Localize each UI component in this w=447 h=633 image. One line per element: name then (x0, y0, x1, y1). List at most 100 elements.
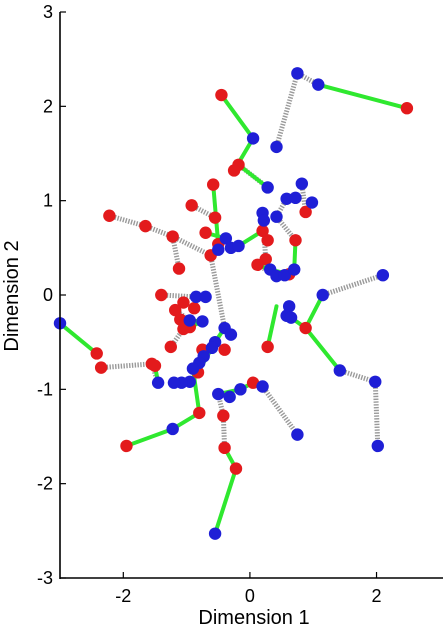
blue-point (270, 210, 283, 223)
red-point (400, 102, 414, 115)
red-point (261, 340, 274, 354)
blue-point (186, 362, 200, 375)
blue-point (305, 196, 319, 209)
blue-point (256, 380, 269, 393)
blue-point (223, 390, 236, 404)
dashed-link (208, 254, 228, 329)
red-point (261, 234, 274, 247)
blue-point (189, 290, 203, 304)
blue-point (166, 422, 179, 436)
blue-point (234, 383, 247, 396)
plot-background (60, 12, 443, 578)
blue-point (212, 387, 225, 401)
blue-point (219, 232, 233, 245)
y-tick-label: 3 (43, 2, 53, 22)
red-point (177, 296, 190, 309)
point-layer (53, 67, 414, 540)
red-point (155, 288, 168, 302)
blue-point (212, 243, 225, 256)
y-axis-title: Dimension 2 (1, 240, 23, 351)
y-tick-label: -2 (37, 474, 53, 494)
blue-point (208, 527, 222, 540)
y-tick-label: -3 (37, 568, 53, 588)
blue-point (261, 181, 274, 194)
red-point (164, 340, 177, 354)
blue-point (151, 376, 165, 389)
blue-point (224, 328, 238, 341)
red-point (90, 347, 103, 360)
red-point (208, 211, 222, 224)
red-point (172, 262, 186, 275)
blue-point (257, 214, 271, 227)
blue-point (371, 439, 384, 453)
blue-point (282, 300, 296, 313)
red-point (207, 178, 220, 191)
blue-point (288, 263, 301, 276)
red-point (256, 224, 269, 238)
red-point (246, 376, 260, 389)
blue-point (205, 341, 219, 355)
dashed-link (100, 361, 152, 371)
blue-point (291, 67, 304, 80)
blue-point (278, 268, 291, 282)
dashed-link (339, 368, 377, 385)
blue-point (369, 375, 382, 388)
plot-area (60, 12, 443, 578)
red-point (289, 234, 302, 247)
red-point (227, 164, 241, 177)
red-point (148, 359, 162, 372)
blue-point (291, 428, 304, 441)
green-link (303, 326, 342, 373)
red-point (185, 199, 198, 212)
red-point (299, 205, 312, 219)
red-point (188, 302, 201, 315)
blue-point (289, 191, 302, 205)
blue-point (196, 315, 209, 328)
red-point (94, 361, 108, 374)
blue-point (199, 290, 212, 304)
x-tick-label: -2 (115, 586, 131, 606)
dashed-link (108, 213, 147, 229)
blue-point (312, 78, 325, 91)
blue-point (295, 177, 309, 190)
green-link (316, 82, 409, 111)
y-tick-label: -1 (37, 379, 53, 399)
red-point (229, 462, 243, 475)
y-tick-label: 1 (43, 191, 53, 211)
green-link (265, 304, 279, 349)
blue-point (167, 376, 181, 389)
red-point (218, 343, 231, 356)
red-point (169, 303, 182, 317)
red-point (218, 441, 231, 455)
blue-point (284, 311, 298, 324)
x-axis-title: Dimension 1 (198, 607, 309, 629)
green-link (213, 466, 238, 536)
dashed-link (372, 381, 381, 447)
red-point (103, 209, 116, 222)
green-link (219, 93, 256, 141)
red-point (193, 406, 206, 420)
red-point (299, 321, 312, 335)
axis-layer: -2 0 2 -3 -2 -1 0 1 2 3 (37, 2, 443, 606)
green-link (124, 426, 175, 448)
blue-point (232, 239, 245, 253)
x-tick-label: 2 (372, 586, 382, 606)
red-point (174, 313, 187, 326)
dashed-link (321, 272, 384, 298)
x-tick-label: 0 (245, 586, 255, 606)
red-point (217, 409, 230, 422)
blue-point (316, 288, 329, 302)
y-tick-label: 2 (43, 96, 53, 116)
blue-point (376, 268, 390, 282)
blue-point (333, 364, 347, 377)
red-point (251, 258, 264, 272)
red-point (120, 439, 133, 453)
red-point (139, 219, 152, 233)
y-tick-label: 0 (43, 285, 53, 305)
blue-point (246, 132, 260, 145)
red-point (199, 226, 212, 239)
red-point (215, 88, 228, 102)
blue-point (183, 314, 196, 327)
